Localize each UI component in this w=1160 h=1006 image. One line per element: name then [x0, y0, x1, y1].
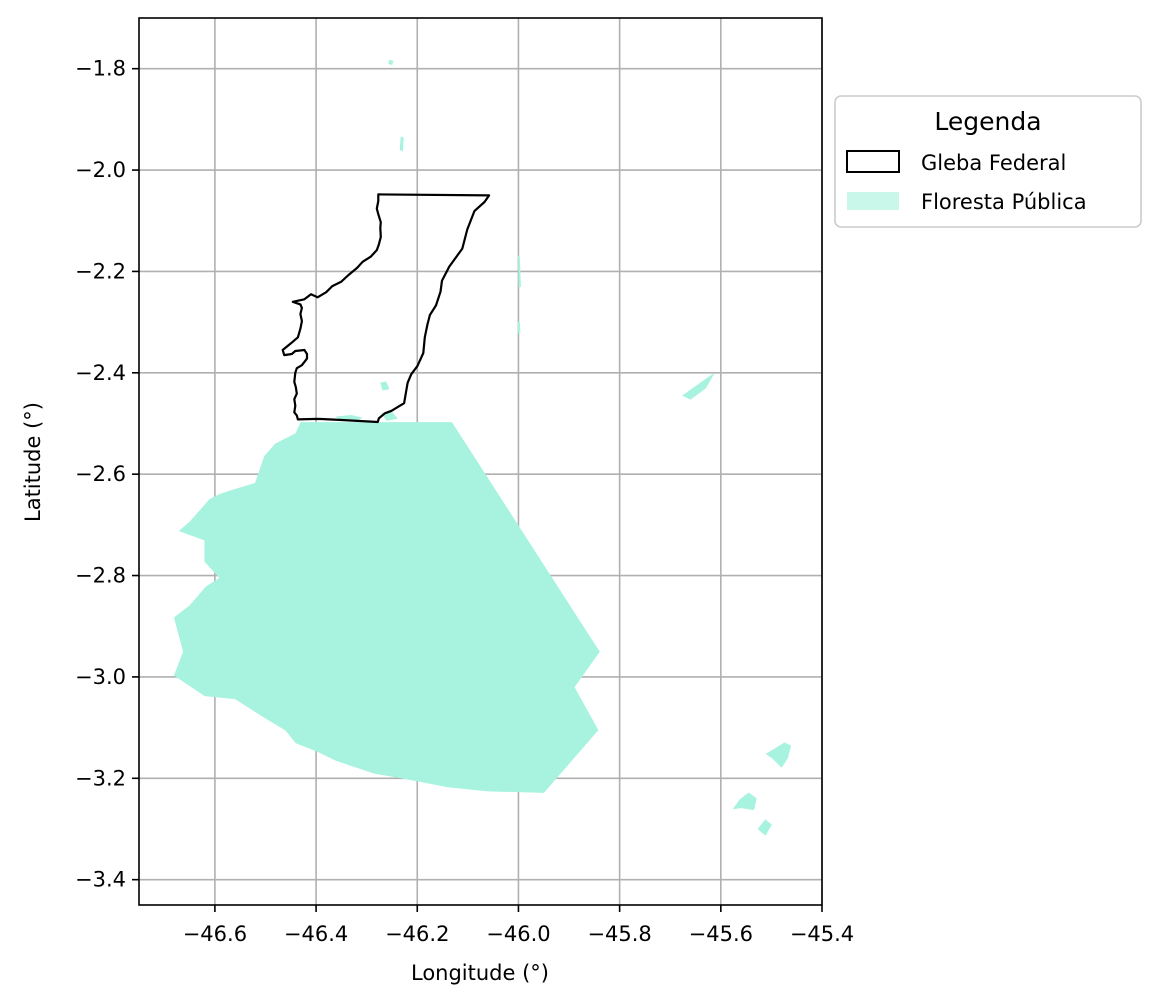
gleba-federal-layer [281, 193, 491, 424]
y-tick-label: −2.0 [75, 158, 126, 182]
y-tick-label: −1.8 [75, 57, 126, 81]
floresta-publica-fragment [518, 321, 521, 333]
legend-label-gleba-federal: Gleba Federal [921, 151, 1066, 175]
floresta-publica-fragment [765, 742, 792, 768]
legend: Legenda Gleba Federal Floresta Pública [834, 95, 1142, 228]
x-tick-label: −46.6 [183, 922, 247, 946]
floresta-publica-fragment [380, 381, 390, 391]
legend-swatch-gleba-federal [846, 150, 900, 173]
floresta-publica-fragment [682, 373, 715, 400]
floresta-publica-fragment [732, 792, 757, 811]
legend-title: Legenda [934, 107, 1041, 136]
x-tick-label: −45.8 [587, 922, 651, 946]
x-tick-label: −45.4 [790, 922, 854, 946]
y-tick-label: −2.6 [75, 462, 126, 486]
x-tick-label: −46.0 [486, 922, 550, 946]
y-axis-ticks: −1.8 −2.0 −2.2 −2.4 −2.6 −2.8 −3.0 −3.2 −3.4 [75, 57, 139, 892]
y-axis-label: Latitude (°) [21, 402, 45, 522]
y-tick-label: −3.2 [75, 766, 126, 790]
x-tick-label: −46.4 [284, 922, 348, 946]
floresta-publica-fragment [757, 819, 772, 836]
legend-box [834, 95, 1142, 228]
y-tick-label: −3.4 [75, 868, 126, 892]
legend-label-floresta-publica: Floresta Pública [921, 190, 1087, 214]
y-tick-label: −2.4 [75, 361, 126, 385]
legend-swatch-floresta-publica [847, 192, 899, 210]
x-axis-label: Longitude (°) [411, 961, 549, 985]
gleba-federal-boundary [281, 193, 491, 424]
x-tick-label: −45.6 [689, 922, 753, 946]
y-tick-label: −2.8 [75, 564, 126, 588]
x-tick-label: −46.2 [385, 922, 449, 946]
floresta-publica-fragment [388, 59, 394, 66]
y-tick-label: −2.2 [75, 259, 126, 283]
plot-frame [138, 17, 823, 906]
floresta-publica-fragment [517, 255, 521, 288]
y-tick-label: −3.0 [75, 665, 126, 689]
floresta-publica-fragment [399, 136, 404, 152]
x-axis-ticks: −46.6 −46.4 −46.2 −46.0 −45.8 −45.6 −45.4 [183, 905, 854, 946]
floresta-publica-main-area [173, 422, 600, 793]
